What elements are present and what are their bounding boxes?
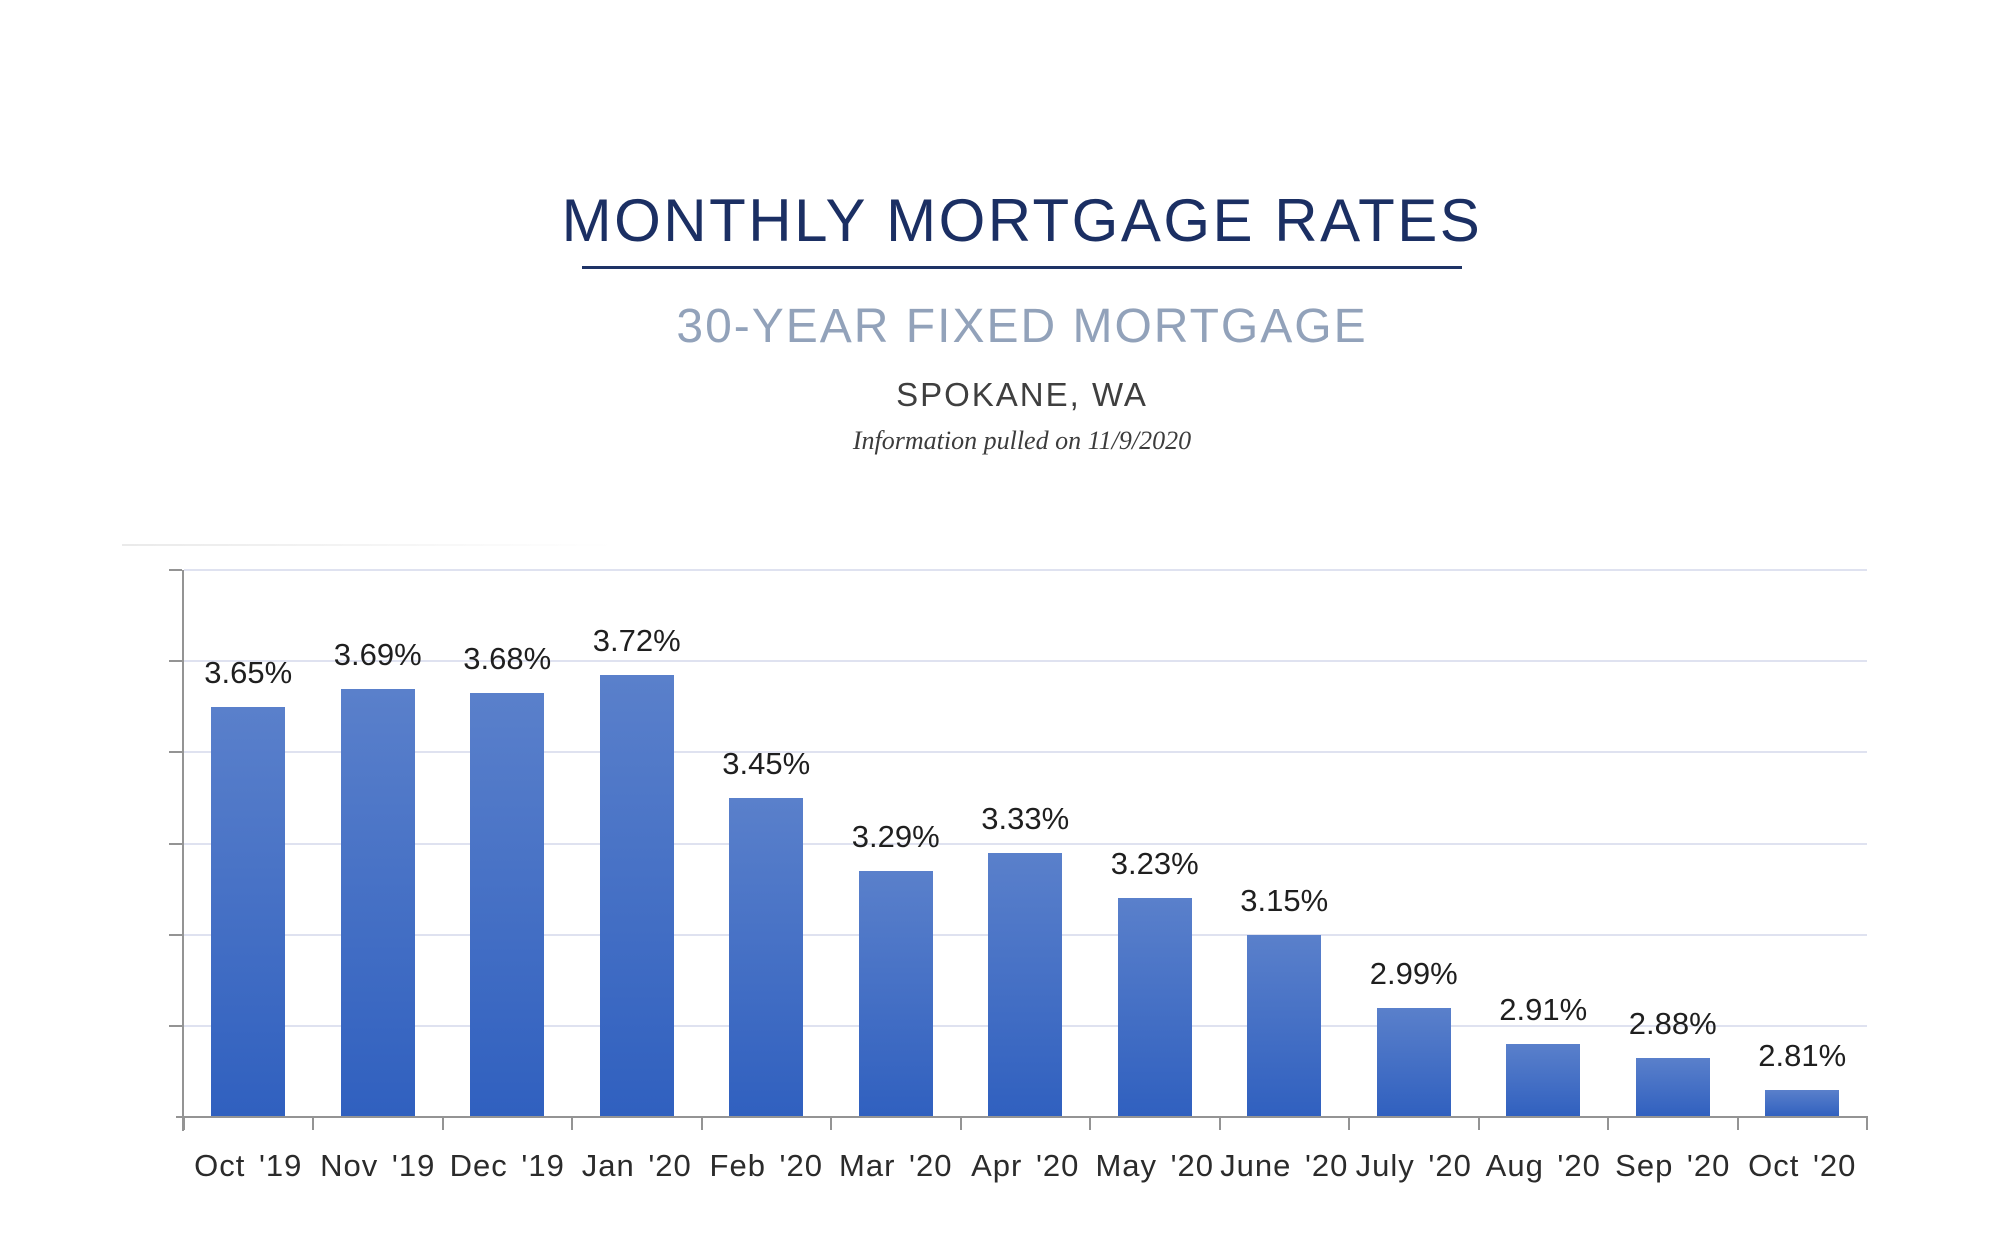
y-axis-line xyxy=(181,570,184,1131)
bar xyxy=(211,706,286,1117)
bar xyxy=(858,870,933,1117)
x-axis-label: Nov '19 xyxy=(320,1148,436,1183)
bar-value-label: 3.72% xyxy=(592,622,681,658)
bar xyxy=(729,797,804,1117)
bar xyxy=(1376,1007,1451,1117)
x-axis-tick xyxy=(1607,1118,1609,1130)
bar-value-label: 3.33% xyxy=(981,800,1070,836)
bar-value-label: 3.68% xyxy=(463,641,552,677)
x-axis-label: July '20 xyxy=(1355,1148,1472,1183)
bar xyxy=(1635,1057,1710,1117)
gridline xyxy=(183,569,1867,571)
x-axis-tick xyxy=(571,1118,573,1130)
x-axis-label: Oct '20 xyxy=(1748,1148,1857,1183)
x-axis-label: Mar '20 xyxy=(839,1148,953,1183)
info-note: Information pulled on 11/9/2020 xyxy=(852,426,1192,455)
bar xyxy=(470,693,545,1117)
x-axis-label: Aug '20 xyxy=(1485,1148,1601,1183)
x-axis-tick xyxy=(1089,1118,1091,1130)
bar-value-label: 3.45% xyxy=(722,745,811,781)
x-axis-tick xyxy=(1218,1118,1221,1130)
y-axis-tick xyxy=(168,1024,182,1027)
x-axis-label: Dec '19 xyxy=(449,1148,565,1183)
x-axis-label: Oct '19 xyxy=(194,1148,303,1183)
bar xyxy=(340,688,415,1117)
y-axis-tick xyxy=(168,660,182,663)
x-axis-label: Apr '20 xyxy=(971,1148,1080,1183)
page-title: MONTHLY MORTGAGE RATES xyxy=(561,187,1483,254)
x-axis-tick xyxy=(1736,1118,1739,1130)
x-axis-tick xyxy=(830,1118,832,1130)
y-axis-tick xyxy=(168,751,182,754)
page-subtitle: 30-YEAR FIXED MORTGAGE xyxy=(676,300,1368,353)
bar-value-label: 2.88% xyxy=(1628,1005,1717,1041)
bar xyxy=(1506,1044,1581,1117)
bar-value-label: 3.29% xyxy=(851,818,940,854)
bar-value-label: 2.99% xyxy=(1369,955,1458,991)
bar-value-label: 2.91% xyxy=(1499,992,1588,1028)
x-axis-tick xyxy=(1477,1118,1480,1130)
x-axis-tick xyxy=(1348,1118,1350,1130)
bar xyxy=(1247,934,1322,1117)
y-axis-tick xyxy=(168,569,182,571)
x-axis-line xyxy=(175,1116,1868,1118)
y-axis-tick xyxy=(168,933,182,936)
x-axis-tick xyxy=(312,1118,314,1130)
x-axis-label: Sep '20 xyxy=(1615,1148,1731,1183)
decorative-divider xyxy=(122,544,614,546)
y-axis-tick xyxy=(168,842,182,845)
x-axis-label: June '20 xyxy=(1220,1148,1349,1183)
bar-value-label: 3.65% xyxy=(204,654,293,690)
bar xyxy=(988,852,1063,1117)
x-axis-label: May '20 xyxy=(1095,1148,1215,1183)
x-axis-tick xyxy=(959,1118,962,1130)
x-axis-tick xyxy=(700,1118,703,1130)
title-underline xyxy=(582,266,1462,269)
x-axis-tick xyxy=(182,1118,185,1130)
x-axis-label: Jan '20 xyxy=(581,1148,692,1183)
gridline xyxy=(183,751,1867,754)
gridline xyxy=(183,842,1867,845)
bar xyxy=(1765,1089,1840,1117)
bar-value-label: 2.81% xyxy=(1758,1037,1847,1073)
x-axis-tick xyxy=(1866,1118,1868,1130)
bar-value-label: 3.69% xyxy=(333,636,422,672)
bar xyxy=(1117,898,1192,1117)
gridline xyxy=(183,660,1867,663)
x-axis-label: Feb '20 xyxy=(709,1148,823,1183)
bar-value-label: 3.23% xyxy=(1110,846,1199,882)
bar-value-label: 3.15% xyxy=(1240,882,1329,918)
x-axis-tick xyxy=(441,1118,444,1130)
bar xyxy=(599,674,674,1117)
location-label: SPOKANE, WA xyxy=(896,376,1148,413)
